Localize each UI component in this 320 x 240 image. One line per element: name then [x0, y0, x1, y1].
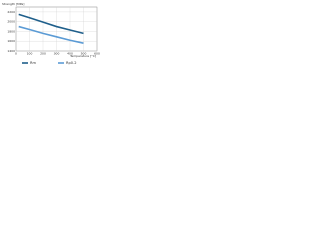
y-tick-label: 2200	[7, 10, 15, 14]
x-tick-label: 400	[67, 52, 73, 56]
page: {"chart_data": {"type": "line", "x_label…	[0, 0, 100, 69]
x-tick-label: 100	[27, 52, 33, 56]
x-tick-label: 0	[15, 52, 17, 56]
chart: Strength [MPa] Temperature [°C] 1400 1600…	[2, 2, 100, 65]
y-tick-label: 1600	[7, 39, 15, 43]
x-axis-label: Temperature [°C]	[69, 54, 96, 58]
series-line	[18, 13, 84, 35]
series-line	[18, 25, 84, 44]
y-tick-label: 1400	[7, 49, 15, 53]
x-tick-label: 300	[54, 52, 60, 56]
y-axis-label: Strength [MPa]	[2, 2, 24, 6]
y-tick-label: 1800	[7, 29, 15, 33]
y-tick-label: 2000	[7, 20, 15, 24]
legend-label: Rm	[30, 61, 36, 65]
x-tick-label: 200	[40, 52, 46, 56]
x-tick-label: 600	[94, 52, 100, 56]
legend-label: Rp0.2	[66, 61, 77, 65]
x-tick-label: 500	[81, 52, 87, 56]
